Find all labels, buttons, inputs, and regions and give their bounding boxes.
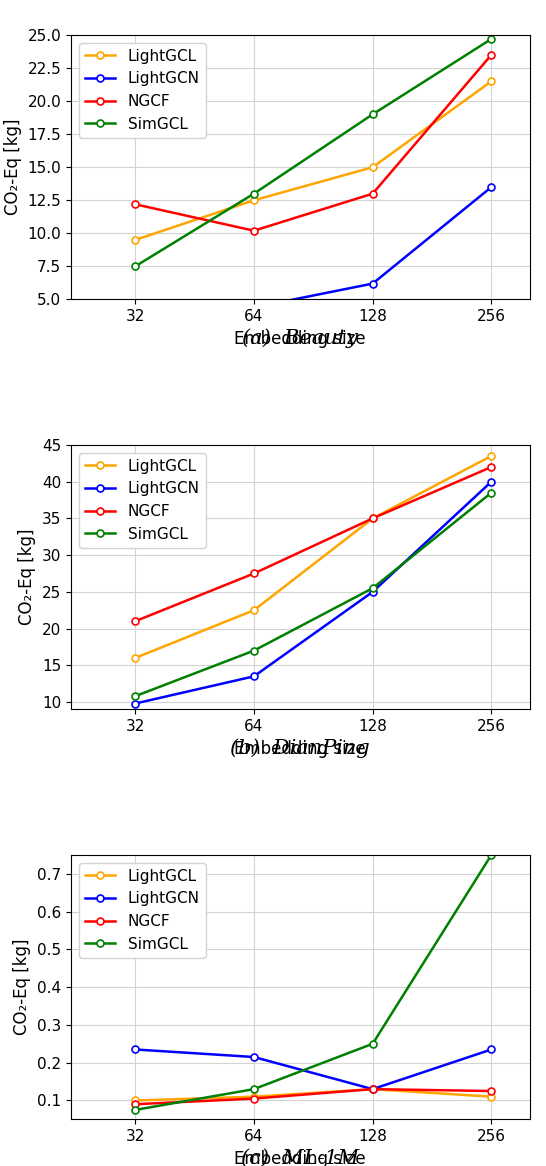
Line: LightGCN: LightGCN — [132, 1046, 495, 1093]
NGCF — [132, 197, 139, 211]
LightGCL — [251, 194, 257, 208]
Line: NGCF: NGCF — [132, 51, 495, 234]
LightGCL — [370, 160, 376, 174]
X-axis label: Embedding size: Embedding size — [234, 1150, 366, 1166]
LightGCL — [132, 233, 139, 247]
LightGCN — [488, 180, 495, 194]
NGCF — [132, 1097, 139, 1111]
NGCF — [488, 48, 495, 62]
Text: (a)  Beauty: (a) Beauty — [242, 329, 358, 349]
LightGCL — [488, 75, 495, 89]
Y-axis label: CO₂-Eq [kg]: CO₂-Eq [kg] — [4, 119, 22, 216]
NGCF — [370, 1082, 376, 1096]
Line: LightGCL: LightGCL — [132, 1086, 495, 1104]
Y-axis label: CO₂-Eq [kg]: CO₂-Eq [kg] — [19, 529, 37, 625]
Line: SimGCL: SimGCL — [132, 851, 495, 1114]
SimGCL — [488, 848, 495, 862]
LightGCN — [132, 1042, 139, 1056]
SimGCL — [132, 689, 139, 703]
LightGCL — [251, 1090, 257, 1104]
NGCF — [251, 224, 257, 238]
NGCF — [251, 567, 257, 581]
LightGCN — [132, 297, 139, 311]
Legend: LightGCL, LightGCN, NGCF, SimGCL: LightGCL, LightGCN, NGCF, SimGCL — [79, 452, 206, 548]
NGCF — [251, 1091, 257, 1105]
LightGCL — [488, 1090, 495, 1104]
LightGCN — [251, 1051, 257, 1065]
Line: LightGCL: LightGCL — [132, 78, 495, 244]
SimGCL — [132, 259, 139, 273]
Line: SimGCL: SimGCL — [132, 490, 495, 700]
LightGCN — [132, 696, 139, 710]
SimGCL — [132, 1103, 139, 1117]
SimGCL — [370, 1037, 376, 1051]
SimGCL — [251, 187, 257, 201]
Line: NGCF: NGCF — [132, 1086, 495, 1108]
NGCF — [370, 512, 376, 526]
LightGCL — [251, 603, 257, 617]
SimGCL — [370, 581, 376, 595]
LightGCN — [370, 585, 376, 599]
Line: LightGCL: LightGCL — [132, 452, 495, 661]
Line: SimGCL: SimGCL — [132, 35, 495, 269]
SimGCL — [251, 644, 257, 658]
NGCF — [488, 1084, 495, 1098]
X-axis label: Embedding size: Embedding size — [234, 739, 366, 758]
Legend: LightGCL, LightGCN, NGCF, SimGCL: LightGCL, LightGCN, NGCF, SimGCL — [79, 863, 206, 957]
SimGCL — [251, 1082, 257, 1096]
LightGCL — [488, 449, 495, 463]
NGCF — [132, 614, 139, 628]
Text: (b)  DianPing: (b) DianPing — [230, 738, 370, 758]
LightGCN — [370, 1082, 376, 1096]
LightGCN — [251, 301, 257, 315]
LightGCL — [370, 512, 376, 526]
LightGCL — [370, 1082, 376, 1096]
X-axis label: Embedding size: Embedding size — [234, 330, 366, 347]
SimGCL — [370, 107, 376, 121]
LightGCN — [488, 475, 495, 489]
Y-axis label: CO₂-Eq [kg]: CO₂-Eq [kg] — [14, 939, 32, 1035]
Legend: LightGCL, LightGCN, NGCF, SimGCL: LightGCL, LightGCN, NGCF, SimGCL — [79, 43, 206, 138]
NGCF — [488, 459, 495, 473]
LightGCN — [370, 276, 376, 290]
Text: (c)  ML-1M: (c) ML-1M — [241, 1149, 359, 1166]
LightGCL — [132, 1094, 139, 1108]
Line: NGCF: NGCF — [132, 464, 495, 625]
LightGCN — [488, 1042, 495, 1056]
LightGCN — [251, 669, 257, 683]
NGCF — [370, 187, 376, 201]
LightGCL — [132, 651, 139, 665]
Line: LightGCN: LightGCN — [132, 478, 495, 707]
SimGCL — [488, 31, 495, 45]
SimGCL — [488, 486, 495, 500]
Line: LightGCN: LightGCN — [132, 183, 495, 311]
